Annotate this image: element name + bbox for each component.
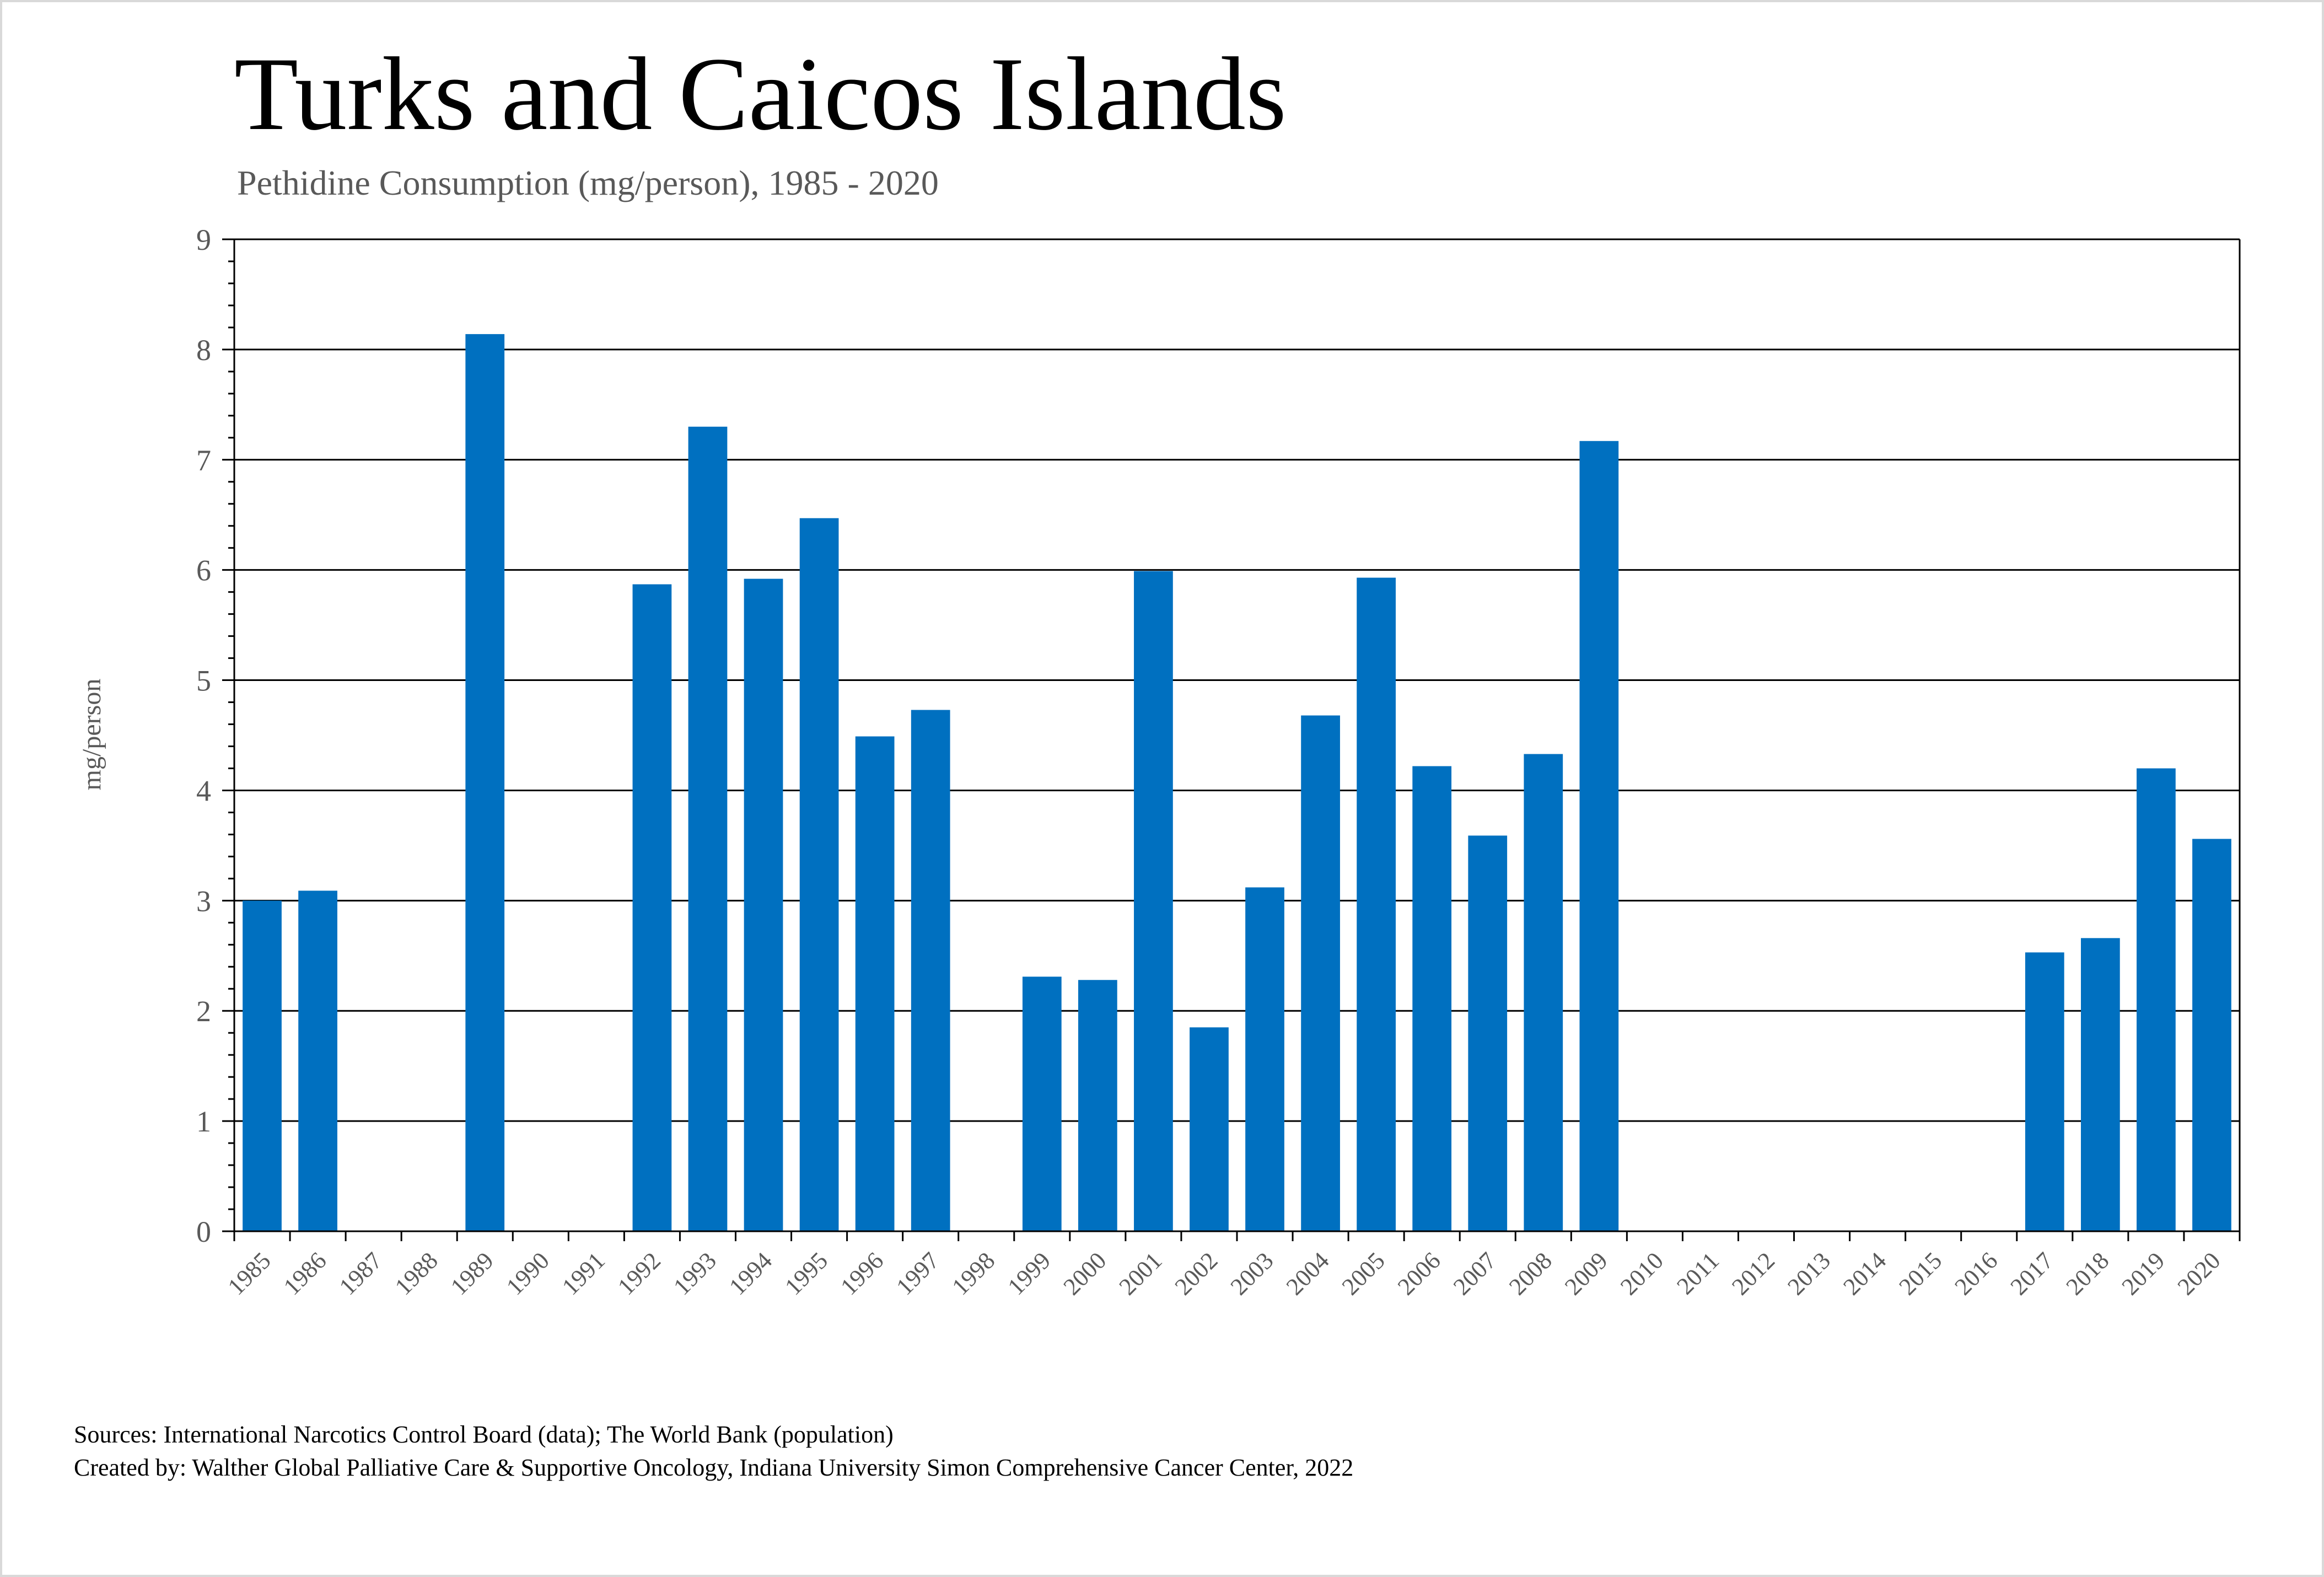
bar-2001 [1134, 571, 1173, 1231]
bar-2017 [2025, 952, 2064, 1231]
x-tick-label: 1991 [557, 1247, 610, 1300]
x-tick-label: 2012 [1726, 1247, 1780, 1300]
bar-2009 [1579, 441, 1619, 1232]
bar-2007 [1468, 835, 1508, 1231]
bar-1995 [799, 518, 839, 1231]
x-tick-label: 1994 [724, 1247, 777, 1300]
x-tick-label: 2001 [1114, 1247, 1168, 1300]
x-tick-label: 2017 [2005, 1247, 2059, 1300]
y-tick-label: 3 [196, 884, 211, 918]
bar-1985 [243, 900, 282, 1231]
x-tick-label: 2004 [1281, 1247, 1335, 1300]
bar-2005 [1357, 577, 1396, 1231]
bar-2000 [1078, 980, 1117, 1231]
y-axis-title: mg/person [77, 679, 106, 791]
bar-2008 [1524, 754, 1563, 1231]
bar-1992 [632, 584, 672, 1231]
x-tick-label: 1990 [501, 1247, 555, 1300]
x-tick-label: 1999 [1003, 1247, 1056, 1300]
credits-note: Created by: Walther Global Palliative Ca… [74, 1454, 1354, 1481]
x-tick-label: 1998 [946, 1247, 1000, 1300]
bar-2002 [1190, 1027, 1229, 1231]
x-tick-label: 2015 [1893, 1247, 1947, 1300]
x-tick-label: 2009 [1559, 1247, 1613, 1300]
x-tick-label: 1992 [612, 1247, 666, 1300]
x-tick-label: 1986 [278, 1247, 332, 1300]
x-tick-label: 1985 [223, 1247, 276, 1300]
x-tick-labels: 1985 1986 1987 1988 1989 1990 1991 1992 1993 1994… [223, 1247, 2226, 1300]
bar-2003 [1245, 887, 1284, 1231]
x-tick-label: 2013 [1782, 1247, 1836, 1300]
x-tick-label: 2003 [1225, 1247, 1279, 1300]
x-tick-label: 1997 [891, 1247, 944, 1300]
x-tick-label: 1989 [445, 1247, 499, 1300]
bars [243, 334, 2231, 1232]
x-tick-label: 1995 [779, 1247, 833, 1300]
x-tick-label: 2005 [1337, 1247, 1390, 1300]
bar-2019 [2137, 768, 2176, 1231]
x-tick-label: 2014 [1838, 1247, 1891, 1300]
footer: Sources: International Narcotics Control… [74, 1418, 1353, 1484]
bar-2004 [1301, 715, 1340, 1231]
x-tick-label: 2018 [2061, 1247, 2115, 1300]
y-tick-label: 0 [196, 1215, 211, 1248]
chart-subtitle: Pethidine Consumption (mg/person), 1985 … [237, 163, 939, 202]
y-tick-label: 1 [196, 1105, 211, 1138]
bar-1996 [855, 736, 895, 1231]
x-tick-label: 2007 [1448, 1247, 1502, 1300]
y-tick-label: 2 [196, 995, 211, 1028]
chart-title: Turks and Caicos Islands [234, 36, 1287, 152]
x-tick-label: 2016 [1949, 1247, 2003, 1300]
bar-2006 [1412, 766, 1452, 1231]
bar-1993 [688, 426, 728, 1232]
y-tick-label: 8 [196, 334, 211, 367]
x-tick-label: 2020 [2172, 1247, 2226, 1300]
x-tick-label: 1988 [390, 1247, 443, 1300]
bar-2018 [2080, 938, 2120, 1231]
axes [222, 238, 2241, 1241]
bar-1986 [298, 891, 337, 1231]
x-tick-label: 2006 [1392, 1247, 1446, 1300]
bar-2020 [2192, 839, 2231, 1231]
y-tick-label: 4 [196, 774, 211, 807]
y-tick-label: 5 [196, 664, 211, 698]
bar-1997 [911, 710, 950, 1231]
x-tick-label: 1987 [334, 1247, 388, 1300]
bar-1994 [744, 578, 783, 1231]
gridlines [234, 238, 2240, 1122]
x-tick-label: 2008 [1504, 1247, 1557, 1300]
y-tick-label: 6 [196, 554, 211, 587]
x-tick-label: 2002 [1170, 1247, 1223, 1300]
y-tick-labels: 0 1 2 3 4 5 6 7 8 9 [196, 223, 211, 1248]
y-tick-label: 7 [196, 444, 211, 477]
x-tick-label: 2010 [1615, 1247, 1669, 1300]
y-tick-label: 9 [196, 223, 211, 256]
bar-1999 [1022, 977, 1062, 1231]
x-tick-label: 2011 [1671, 1247, 1724, 1300]
x-tick-label: 2000 [1058, 1247, 1112, 1300]
x-tick-label: 1996 [835, 1247, 889, 1300]
sources-note: Sources: International Narcotics Control… [74, 1421, 894, 1448]
x-tick-label: 2019 [2117, 1247, 2170, 1300]
bar-1989 [465, 334, 505, 1231]
x-tick-label: 1993 [668, 1247, 722, 1300]
